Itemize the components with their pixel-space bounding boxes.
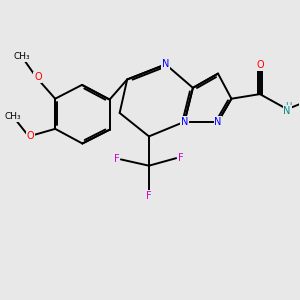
Text: N: N [284, 106, 291, 116]
Text: CH₃: CH₃ [14, 52, 30, 61]
Text: N: N [162, 59, 169, 69]
Text: H: H [285, 102, 292, 111]
Text: F: F [146, 191, 152, 201]
Text: N: N [214, 117, 222, 127]
Text: N: N [181, 117, 188, 127]
Text: CH₃: CH₃ [4, 112, 21, 121]
Text: O: O [26, 131, 34, 141]
Text: F: F [114, 154, 119, 164]
Text: F: F [178, 153, 183, 163]
Text: O: O [34, 72, 42, 82]
Text: O: O [256, 60, 264, 70]
